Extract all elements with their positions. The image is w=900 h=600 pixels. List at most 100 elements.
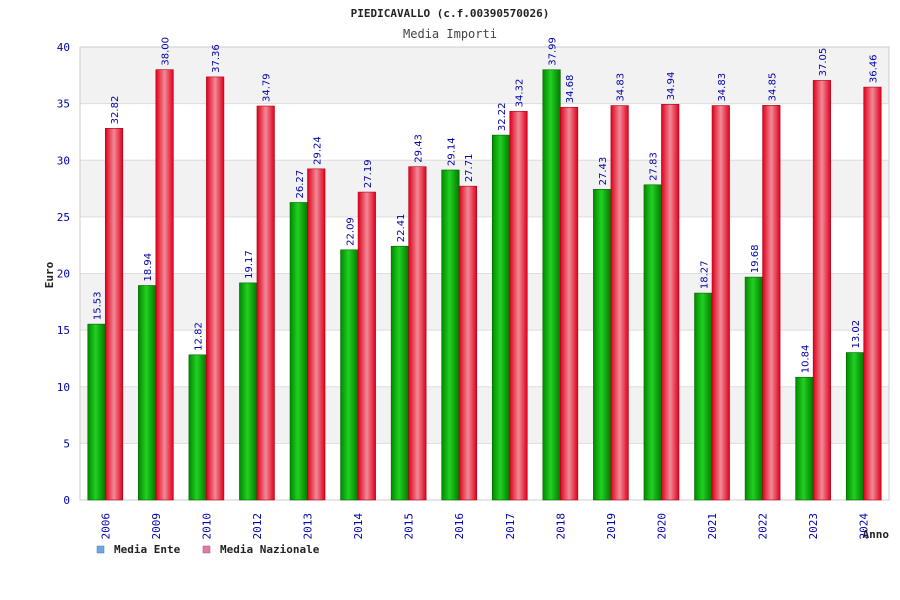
data-label-nazionale-2016: 27.71 (464, 154, 475, 183)
data-label-ente-2015: 22.41 (396, 214, 407, 243)
y-tick-label: 15 (57, 324, 70, 337)
bars (87, 69, 882, 501)
bar-nazionale-2015 (408, 166, 427, 501)
bar-ente-2009 (138, 285, 157, 501)
legend-swatch-media-nazionale (202, 545, 211, 554)
data-label-ente-2021: 18.27 (699, 260, 710, 289)
data-label-ente-2022: 19.68 (750, 244, 761, 273)
data-label-ente-2012: 19.17 (244, 250, 255, 279)
y-tick-label: 30 (57, 154, 70, 167)
y-tick-label: 40 (57, 41, 70, 54)
data-label-ente-2024: 13.02 (851, 320, 862, 349)
x-axis-ticks: 2006 2009 2010 2012 2013 2014 2015 2016 2017 2018… (99, 513, 870, 540)
x-tick-label-2020: 2020 (655, 513, 668, 540)
bar-ente-2020 (643, 184, 662, 501)
x-tick-label-2022: 2022 (757, 513, 770, 540)
bar-nazionale-2024 (863, 86, 882, 501)
x-tick-label-2023: 2023 (807, 513, 820, 540)
data-label-nazionale-2015: 29.43 (413, 134, 424, 163)
y-tick-label: 25 (57, 211, 70, 224)
bar-nazionale-2022 (762, 105, 781, 501)
bar-nazionale-2020 (661, 104, 680, 501)
data-label-ente-2009: 18.94 (143, 253, 154, 282)
data-label-nazionale-2017: 34.32 (515, 79, 526, 108)
y-axis-label: Euro (43, 261, 56, 288)
bar-nazionale-2012 (256, 105, 275, 501)
data-label-nazionale-2021: 34.83 (717, 73, 728, 102)
x-tick-label-2017: 2017 (504, 513, 517, 540)
legend-label-media-ente: Media Ente (114, 543, 181, 556)
data-label-nazionale-2014: 27.19 (363, 159, 374, 188)
bar-nazionale-2021 (711, 105, 730, 501)
data-labels: 15.53 32.82 18.94 38.00 12.82 37.36 19.17 34.79… (93, 37, 880, 373)
data-label-nazionale-2012: 34.79 (262, 73, 273, 102)
bar-ente-2016 (441, 169, 460, 501)
data-label-ente-2020: 27.83 (649, 152, 660, 181)
data-label-nazionale-2024: 36.46 (868, 54, 879, 83)
bar-ente-2018 (542, 69, 561, 501)
plot-frame (79, 46, 890, 501)
bar-nazionale-2009 (155, 69, 174, 501)
legend-label-media-nazionale: Media Nazionale (220, 543, 320, 556)
data-label-ente-2018: 37.99 (548, 37, 559, 66)
data-label-ente-2023: 10.84 (800, 345, 811, 374)
bar-nazionale-2016 (458, 185, 478, 501)
x-tick-label-2013: 2013 (302, 513, 315, 540)
bar-nazionale-2023 (812, 80, 831, 501)
bar-ente-2013 (289, 202, 308, 501)
y-tick-label: 20 (57, 268, 70, 281)
y-tick-label: 35 (57, 98, 70, 111)
x-tick-label-2012: 2012 (251, 513, 264, 540)
bar-ente-2023 (795, 376, 814, 501)
x-tick-label-2009: 2009 (150, 513, 163, 540)
x-tick-label-2015: 2015 (403, 513, 416, 540)
bar-ente-2015 (390, 245, 409, 501)
data-label-nazionale-2010: 37.36 (211, 44, 222, 73)
bar-ente-2012 (239, 282, 258, 501)
data-label-nazionale-2020: 34.94 (666, 72, 677, 101)
y-tick-label: 5 (63, 437, 70, 450)
y-tick-label: 0 (63, 494, 70, 507)
data-label-nazionale-2013: 29.24 (312, 136, 323, 165)
data-label-nazionale-2009: 38.00 (161, 37, 172, 66)
bar-nazionale-2018 (560, 106, 579, 501)
x-tick-label-2016: 2016 (453, 513, 466, 540)
x-axis-label: Anno (863, 528, 890, 541)
bar-ente-2017 (491, 134, 511, 501)
bar-nazionale-2019 (610, 105, 629, 501)
data-label-ente-2019: 27.43 (598, 157, 609, 186)
data-label-ente-2013: 26.27 (295, 170, 306, 199)
legend: Media Ente Media Nazionale (96, 543, 320, 556)
x-tick-label-2024: 2024 (858, 513, 871, 540)
data-label-nazionale-2006: 32.82 (110, 96, 121, 125)
legend-swatch-media-ente (96, 545, 105, 554)
bar-ente-2021 (694, 292, 713, 501)
bar-ente-2022 (744, 276, 763, 501)
bar-nazionale-2017 (509, 111, 528, 501)
bar-ente-2006 (87, 323, 106, 501)
data-label-ente-2017: 32.22 (497, 102, 508, 131)
data-label-ente-2016: 29.14 (446, 137, 457, 166)
bar-nazionale-2014 (357, 191, 376, 501)
bar-ente-2019 (593, 189, 612, 501)
chart-subtitle: Media Importi (403, 27, 497, 41)
x-tick-label-2021: 2021 (706, 513, 719, 540)
data-label-ente-2010: 12.82 (194, 322, 205, 351)
data-label-nazionale-2019: 34.83 (616, 73, 627, 102)
y-tick-label: 10 (57, 381, 70, 394)
x-tick-label-2014: 2014 (352, 513, 365, 540)
x-tick-label-2010: 2010 (200, 513, 213, 540)
x-tick-label-2006: 2006 (99, 513, 112, 540)
data-label-ente-2006: 15.53 (93, 291, 104, 320)
chart-title: PIEDICAVALLO (c.f.00390570026) (351, 7, 550, 20)
bar-nazionale-2010 (206, 76, 225, 501)
bar-ente-2024 (845, 352, 865, 501)
bar-nazionale-2013 (307, 168, 326, 501)
bar-ente-2010 (188, 354, 207, 501)
data-label-nazionale-2018: 34.68 (565, 75, 576, 104)
data-label-nazionale-2022: 34.85 (767, 73, 778, 102)
data-label-nazionale-2023: 37.05 (818, 48, 829, 77)
bar-ente-2014 (340, 249, 359, 501)
